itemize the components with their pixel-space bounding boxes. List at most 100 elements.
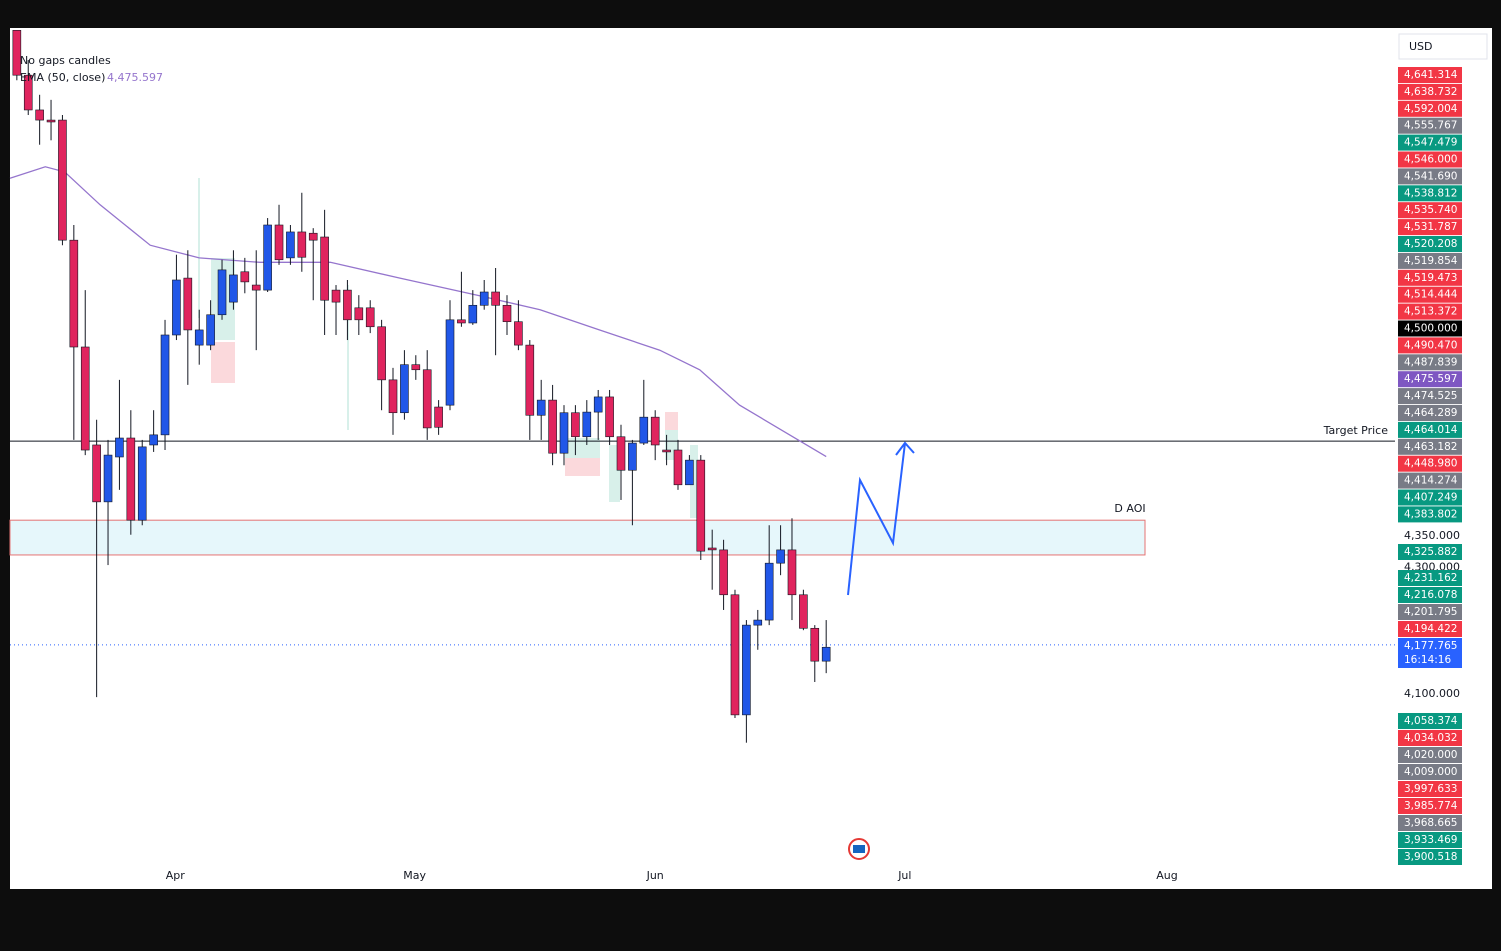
candle-body — [331, 289, 341, 303]
price-label-box — [1398, 638, 1462, 668]
candle-body — [297, 231, 307, 258]
candle-body — [160, 334, 170, 436]
price-label-box — [1398, 371, 1462, 388]
price-label: 4,519.473 — [1404, 272, 1457, 284]
price-label-box — [1398, 252, 1462, 269]
candle-body — [662, 449, 671, 453]
candle-body — [719, 549, 728, 596]
candle-body — [35, 109, 44, 121]
price-label: 4,231.162 — [1404, 572, 1457, 584]
price-label: 3,933.469 — [1404, 834, 1457, 846]
candle-body — [536, 399, 546, 416]
price-label: 4,325.882 — [1404, 546, 1457, 558]
candle-body — [605, 396, 614, 438]
candle-body — [582, 411, 592, 438]
candle-body — [92, 444, 101, 503]
price-label-box — [1398, 354, 1462, 371]
candle-body — [673, 449, 683, 486]
candle-body — [137, 446, 147, 521]
price-label: 4,383.802 — [1404, 508, 1457, 520]
price-label: 4,490.470 — [1404, 339, 1457, 351]
price-label-box — [1398, 587, 1462, 603]
price-label-box — [1398, 202, 1462, 219]
candle-body — [229, 274, 238, 303]
price-label-box — [1398, 747, 1462, 763]
price-label: 4,448.980 — [1404, 458, 1457, 470]
candle-body — [149, 434, 158, 446]
candle-body — [80, 346, 90, 451]
candle-body — [308, 232, 318, 241]
candle-body — [388, 379, 398, 414]
price-label-box — [1398, 405, 1462, 421]
candle-body — [251, 284, 261, 291]
candle-body — [263, 224, 272, 291]
price-label: 4,538.812 — [1404, 187, 1457, 199]
y-tick-label: 4,100.000 — [1404, 687, 1460, 700]
candle-body — [799, 594, 808, 629]
price-label-box — [1398, 286, 1462, 303]
price-label: 4,475.597 — [1404, 373, 1457, 385]
candle-body — [548, 399, 557, 454]
x-tick-label: May — [403, 869, 426, 882]
candle-body — [103, 454, 113, 503]
projection-arrow — [847, 441, 915, 596]
price-label-box — [1398, 764, 1462, 780]
plot-background — [10, 28, 1492, 889]
candle-body — [240, 271, 250, 283]
price-label-box — [1398, 117, 1462, 134]
candle-body — [479, 291, 489, 306]
candle-body — [115, 437, 124, 458]
aoi-label: D AOI — [1114, 502, 1145, 515]
price-label: 4,535.740 — [1404, 204, 1457, 216]
candle-body — [502, 304, 512, 323]
candle-body — [571, 412, 580, 438]
price-label-box — [1398, 621, 1462, 637]
candle-body — [787, 549, 797, 596]
price-label-box — [1398, 303, 1462, 320]
candle-body — [696, 459, 706, 552]
price-label: 4,519.854 — [1404, 255, 1458, 267]
candle-body — [400, 364, 409, 414]
price-label: 4,531.787 — [1404, 221, 1457, 233]
price-label: 4,513.372 — [1404, 306, 1457, 318]
price-label: 4,638.732 — [1404, 86, 1457, 98]
price-label: 4,464.014 — [1404, 424, 1458, 436]
legend-title: No gaps candles — [20, 54, 111, 67]
series-layer: D AOI Target Price — [9, 30, 1395, 743]
price-label-box — [1398, 269, 1462, 286]
price-label-box — [1398, 849, 1462, 865]
price-label-box — [1398, 730, 1462, 746]
candle-body — [742, 624, 751, 716]
price-label: 4,500.000 — [1404, 323, 1457, 335]
candle-body — [365, 307, 375, 328]
candle-body — [320, 236, 329, 301]
price-label-box — [1398, 320, 1462, 337]
currency-box[interactable] — [1398, 33, 1488, 60]
candle-body — [354, 307, 364, 321]
x-tick-label: Apr — [166, 869, 186, 882]
price-label-box — [1398, 151, 1462, 168]
price-label: 4,201.795 — [1404, 606, 1457, 618]
candle-body — [194, 329, 204, 346]
candle-body — [730, 594, 740, 716]
candle-body — [126, 437, 136, 521]
y-tick-label: 4,350.000 — [1404, 529, 1460, 542]
price-label: 4,487.839 — [1404, 356, 1457, 368]
candle-body — [286, 231, 295, 259]
candle-body — [172, 279, 181, 336]
price-label: 3,968.665 — [1404, 817, 1457, 829]
candle-body — [810, 627, 820, 662]
candle-body — [685, 459, 694, 486]
price-label-box — [1398, 219, 1462, 236]
target-label: Target Price — [1323, 424, 1389, 437]
candle-body — [445, 319, 455, 406]
price-label: 4,546.000 — [1404, 154, 1457, 166]
candle-body — [491, 291, 500, 306]
ema-legend: EMA (50, close) — [20, 71, 105, 84]
price-label-box — [1398, 83, 1462, 100]
price-label-box — [1398, 489, 1462, 506]
countdown: 16:14:16 — [1404, 654, 1451, 666]
price-label-box — [1398, 506, 1462, 523]
candle-body — [650, 416, 660, 446]
flag-icon[interactable] — [848, 838, 870, 860]
